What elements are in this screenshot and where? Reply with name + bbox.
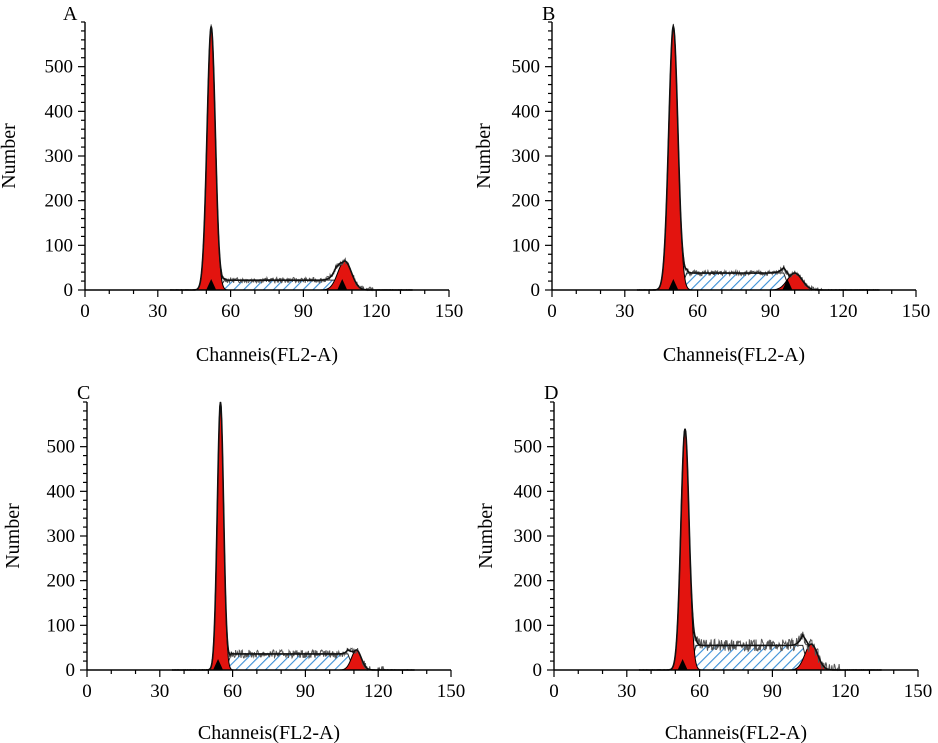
y-tick-label: 100 bbox=[47, 615, 76, 636]
g1-peak bbox=[192, 26, 230, 291]
x-tick-label: 0 bbox=[82, 681, 92, 702]
x-tick-label: 30 bbox=[617, 681, 636, 702]
raw-histogram-line bbox=[638, 429, 882, 672]
x-tick-label: 30 bbox=[615, 301, 634, 322]
model-fit-line bbox=[638, 428, 882, 671]
y-tick-label: 200 bbox=[512, 191, 541, 212]
panel-c: C 0 30 60 90 120 150 0 100 200 300 400 500 Channeis… bbox=[2, 382, 465, 743]
x-tick-label: 90 bbox=[763, 681, 782, 702]
peak-marker-triangle bbox=[337, 279, 348, 290]
x-axis-title: Channeis(FL2-A) bbox=[196, 344, 338, 366]
y-tick-label: 400 bbox=[45, 101, 74, 122]
x-tick-label: 120 bbox=[364, 681, 393, 702]
y-axis-title: Number bbox=[475, 503, 497, 569]
y-tick-label: 500 bbox=[512, 57, 541, 78]
panel-b: B 0 30 60 90 120 150 0 100 200 300 400 500 Channeis… bbox=[473, 3, 930, 366]
y-tick-label: 300 bbox=[512, 146, 541, 167]
y-tick-label: 0 bbox=[66, 660, 76, 681]
y-tick-label: 400 bbox=[47, 481, 76, 502]
panel-a: A 0 30 60 90 120 150 0 100 200 300 400 500 Channeis… bbox=[0, 3, 463, 366]
x-tick-label: 0 bbox=[80, 301, 90, 322]
x-axis-title: Channeis(FL2-A) bbox=[665, 722, 807, 743]
panel-label: A bbox=[63, 3, 78, 25]
y-tick-label: 400 bbox=[512, 101, 541, 122]
x-tick-label: 30 bbox=[148, 301, 167, 322]
plot-area bbox=[638, 428, 882, 672]
panel-label: D bbox=[544, 382, 558, 404]
y-tick-label: 100 bbox=[514, 615, 543, 636]
x-tick-label: 150 bbox=[435, 301, 464, 322]
x-tick-label: 0 bbox=[547, 301, 557, 322]
x-tick-label: 60 bbox=[688, 301, 707, 322]
axes: 0 30 60 90 120 150 0 100 200 300 400 500 bbox=[47, 401, 466, 702]
x-tick-label: 150 bbox=[437, 681, 466, 702]
g1-peak bbox=[666, 428, 704, 671]
x-tick-label: 60 bbox=[223, 681, 242, 702]
panel-label: B bbox=[542, 3, 555, 25]
axes: 0 30 60 90 120 150 0 100 200 300 400 500 bbox=[514, 401, 933, 702]
y-tick-label: 500 bbox=[45, 57, 74, 78]
y-axis-title: Number bbox=[473, 123, 495, 189]
x-tick-label: 120 bbox=[362, 301, 391, 322]
x-tick-label: 120 bbox=[831, 681, 860, 702]
y-tick-label: 0 bbox=[531, 280, 541, 301]
plot-area bbox=[169, 24, 413, 292]
x-tick-label: 90 bbox=[294, 301, 313, 322]
peak-marker-triangle bbox=[677, 659, 688, 670]
model-fit-line bbox=[171, 401, 415, 671]
peak-marker-triangle bbox=[213, 659, 224, 670]
x-tick-label: 90 bbox=[296, 681, 315, 702]
raw-histogram-line bbox=[171, 401, 415, 672]
x-tick-label: 0 bbox=[549, 681, 559, 702]
y-tick-label: 500 bbox=[514, 437, 543, 458]
plot-area bbox=[636, 23, 880, 292]
x-tick-label: 60 bbox=[690, 681, 709, 702]
x-tick-label: 90 bbox=[761, 301, 780, 322]
panel-d: D 0 30 60 90 120 150 0 100 200 300 400 500 Channeis… bbox=[475, 382, 932, 743]
y-tick-label: 300 bbox=[47, 526, 76, 547]
y-axis-title: Number bbox=[2, 503, 24, 569]
y-tick-label: 200 bbox=[514, 571, 543, 592]
peak-marker-triangle bbox=[782, 279, 793, 290]
y-tick-label: 200 bbox=[47, 571, 76, 592]
y-tick-label: 100 bbox=[45, 235, 74, 256]
x-axis-title: Channeis(FL2-A) bbox=[198, 722, 340, 743]
y-tick-label: 200 bbox=[45, 191, 74, 212]
x-tick-label: 30 bbox=[150, 681, 169, 702]
plot-area bbox=[171, 401, 415, 672]
panel-label: C bbox=[77, 382, 90, 404]
y-tick-label: 300 bbox=[45, 146, 74, 167]
x-tick-label: 120 bbox=[829, 301, 858, 322]
y-axis-title: Number bbox=[0, 123, 20, 189]
g1-peak bbox=[652, 24, 695, 291]
y-tick-label: 0 bbox=[64, 280, 74, 301]
x-tick-label: 150 bbox=[904, 681, 933, 702]
x-tick-label: 150 bbox=[902, 301, 931, 322]
s-phase-region bbox=[679, 272, 791, 291]
y-tick-label: 500 bbox=[47, 437, 76, 458]
peak-marker-triangle bbox=[206, 279, 217, 290]
y-tick-label: 100 bbox=[512, 235, 541, 256]
g1-peak bbox=[206, 401, 235, 671]
x-axis-title: Channeis(FL2-A) bbox=[663, 344, 805, 366]
x-tick-label: 60 bbox=[221, 301, 240, 322]
y-tick-label: 300 bbox=[514, 526, 543, 547]
axes: 0 30 60 90 120 150 0 100 200 300 400 500 bbox=[512, 21, 931, 322]
y-tick-label: 400 bbox=[514, 481, 543, 502]
peak-marker-triangle bbox=[668, 279, 679, 290]
axes: 0 30 60 90 120 150 0 100 200 300 400 500 bbox=[45, 21, 464, 322]
y-tick-label: 0 bbox=[533, 660, 543, 681]
